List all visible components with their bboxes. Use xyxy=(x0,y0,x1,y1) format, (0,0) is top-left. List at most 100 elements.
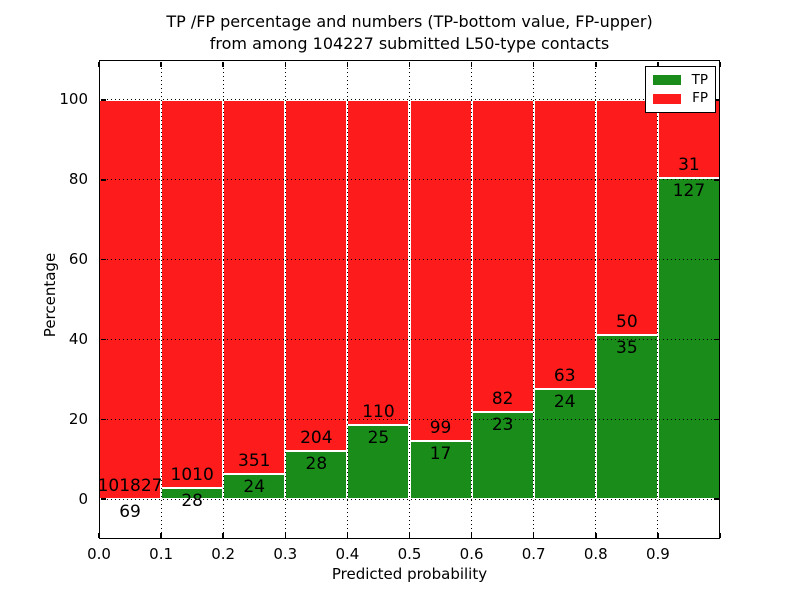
x-tick-label: 0.7 xyxy=(521,545,546,563)
fp-bar-segment xyxy=(285,99,348,451)
y-tick-label: 60 xyxy=(68,250,88,269)
x-tick-label: 0.8 xyxy=(583,545,608,563)
x-tick xyxy=(595,532,597,538)
y-tick-label: 100 xyxy=(59,90,88,109)
tp-count-label: 24 xyxy=(243,476,266,497)
x-tick-label: 0.3 xyxy=(273,545,298,563)
x-tick-top xyxy=(284,61,287,67)
fp-bar-segment xyxy=(595,99,658,335)
y-tick xyxy=(100,258,106,261)
tp-bar-segment xyxy=(595,334,658,500)
tp-count-label: 17 xyxy=(429,443,452,464)
fp-bar-segment xyxy=(99,99,162,499)
x-tick xyxy=(719,532,721,538)
tp-count-label: 23 xyxy=(491,414,514,435)
v-gridline xyxy=(409,60,410,539)
tp-bar-segment xyxy=(533,388,596,500)
y-tick-right xyxy=(713,418,719,420)
x-tick-top xyxy=(532,61,535,67)
x-tick-top xyxy=(98,61,100,67)
tp-count-label: 69 xyxy=(119,501,141,522)
x-tick xyxy=(160,532,162,538)
legend-entry-tp: TP xyxy=(653,71,708,88)
y-tick-right xyxy=(713,179,719,181)
tp-swatch-icon xyxy=(653,75,681,86)
v-gridline xyxy=(657,60,659,539)
tp-count-label: 28 xyxy=(181,491,203,512)
tp-count-label: 25 xyxy=(367,428,390,449)
fp-count-label: 82 xyxy=(491,388,514,409)
y-tick xyxy=(100,418,106,420)
y-tick xyxy=(100,99,106,101)
fp-bar-segment xyxy=(409,99,472,441)
v-gridline xyxy=(222,60,224,539)
v-gridline xyxy=(160,60,162,539)
y-tick-right xyxy=(713,258,719,261)
y-tick xyxy=(100,179,106,181)
legend-label-tp: TP xyxy=(691,71,708,88)
x-tick-top xyxy=(657,61,659,67)
x-tick-top xyxy=(222,61,224,67)
y-tick-label: 80 xyxy=(68,170,88,189)
fp-swatch-icon xyxy=(653,93,681,104)
tp-count-label: 35 xyxy=(616,337,638,358)
plot-border xyxy=(99,60,720,539)
legend-entry-fp: FP xyxy=(653,90,708,106)
v-gridline xyxy=(346,60,348,539)
legend: TP FP xyxy=(645,66,716,113)
x-tick-top xyxy=(346,61,349,67)
fp-count-label: 99 xyxy=(429,417,452,438)
fp-count-label: 1010 xyxy=(170,465,214,486)
x-tick-label: 0.5 xyxy=(397,545,422,563)
chart-title: TP /FP percentage and numbers (TP-bottom… xyxy=(166,12,653,53)
fp-count-label: 351 xyxy=(238,450,271,471)
legend-label-fp: FP xyxy=(692,90,708,106)
x-tick-label: 0.9 xyxy=(645,545,670,563)
x-tick xyxy=(98,532,100,538)
tp-bar-segment xyxy=(471,411,534,500)
fp-bar-segment xyxy=(223,99,286,474)
y-tick-label: 40 xyxy=(68,329,88,348)
fp-count-label: 101827 xyxy=(97,475,163,496)
x-tick-label: 0.1 xyxy=(149,545,174,563)
fp-count-label: 50 xyxy=(616,311,638,332)
fp-bar-segment xyxy=(471,99,534,412)
x-axis-label: Predicted probability xyxy=(331,565,488,583)
tp-bar-segment xyxy=(223,473,286,500)
tp-count-label: 127 xyxy=(672,181,706,202)
v-gridline xyxy=(533,60,535,539)
x-tick xyxy=(284,532,287,538)
tp-count-label: 24 xyxy=(553,391,576,412)
x-tick xyxy=(470,532,473,538)
x-tick-top xyxy=(160,61,162,67)
y-tick-right xyxy=(713,498,719,500)
v-gridline xyxy=(595,60,597,539)
tp-bar-segment xyxy=(657,178,720,500)
y-tick-label: 20 xyxy=(68,409,88,428)
x-tick-label: 0.4 xyxy=(335,545,360,563)
y-tick-right xyxy=(713,99,719,101)
x-tick xyxy=(408,532,411,538)
x-tick-label: 0.2 xyxy=(211,545,236,563)
x-tick xyxy=(532,532,535,538)
y-tick-label: 0 xyxy=(78,489,88,508)
y-tick-right xyxy=(713,338,719,341)
fp-count-label: 204 xyxy=(300,427,333,448)
fp-bar-segment xyxy=(161,99,224,489)
tp-count-label: 28 xyxy=(305,453,328,474)
v-gridline xyxy=(284,60,286,539)
tp-bar-segment xyxy=(409,440,472,500)
y-tick xyxy=(100,498,106,500)
tp-bar-segment xyxy=(347,425,410,500)
x-tick xyxy=(346,532,349,538)
tp-bar-segment xyxy=(285,450,348,500)
x-tick-label: 0.0 xyxy=(87,545,111,563)
fp-count-label: 31 xyxy=(678,155,700,176)
x-tick-top xyxy=(595,61,597,67)
v-gridline xyxy=(471,60,473,539)
fp-count-label: 63 xyxy=(553,365,576,386)
x-tick-label: 0.6 xyxy=(459,545,484,563)
fp-bar-segment xyxy=(533,99,596,389)
